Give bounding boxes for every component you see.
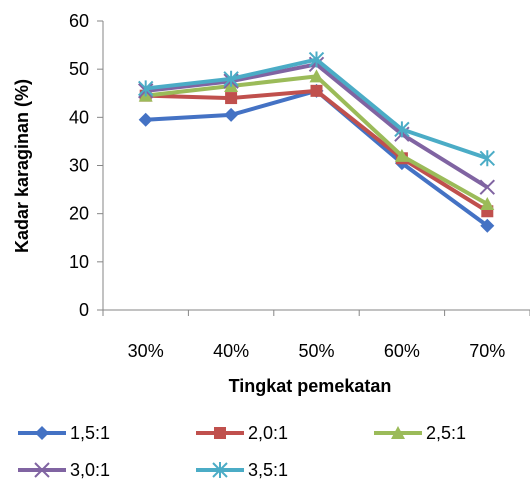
y-tick-label: 0 bbox=[79, 300, 89, 320]
legend-item: 1,5:1 bbox=[18, 423, 110, 443]
diamond-marker bbox=[138, 112, 153, 127]
x-tick-label: 70% bbox=[469, 341, 505, 361]
diamond-marker bbox=[224, 107, 239, 122]
x-axis-label: Tingkat pemekatan bbox=[229, 376, 392, 396]
y-tick-label: 20 bbox=[69, 204, 89, 224]
square-marker bbox=[225, 92, 238, 105]
series-2 bbox=[139, 84, 494, 218]
x-marker bbox=[479, 179, 496, 195]
legend-label: 1,5:1 bbox=[70, 423, 110, 443]
diamond-marker bbox=[480, 218, 495, 233]
star-marker bbox=[394, 121, 410, 138]
square-marker bbox=[214, 427, 226, 439]
series-5 bbox=[137, 51, 496, 167]
triangle-marker bbox=[309, 69, 324, 83]
legend-item: 3,5:1 bbox=[196, 460, 288, 480]
x-tick-label: 40% bbox=[213, 341, 249, 361]
square-marker bbox=[310, 84, 323, 97]
legend-item: 2,0:1 bbox=[196, 423, 288, 443]
legend-item: 2,5:1 bbox=[374, 423, 466, 443]
diamond-marker bbox=[35, 426, 49, 440]
star-marker bbox=[223, 70, 239, 87]
series-layer bbox=[137, 51, 496, 233]
y-tick-labels: 0 10 20 30 40 50 60 bbox=[69, 11, 89, 320]
series-line bbox=[145, 88, 489, 213]
y-tick-label: 40 bbox=[69, 107, 89, 127]
triangle-marker bbox=[480, 197, 495, 211]
star-marker bbox=[308, 51, 325, 68]
triangle-marker bbox=[391, 426, 405, 439]
x-tick-label: 30% bbox=[128, 341, 164, 361]
y-tick-label: 10 bbox=[69, 252, 89, 272]
legend-item: 3,0:1 bbox=[18, 460, 110, 480]
x-marker bbox=[34, 462, 50, 478]
series-line bbox=[145, 88, 489, 228]
star-marker bbox=[212, 462, 228, 478]
legend-label: 2,0:1 bbox=[248, 423, 288, 443]
y-tick-label: 50 bbox=[69, 59, 89, 79]
x-tick-label: 50% bbox=[298, 341, 334, 361]
y-tick-label: 60 bbox=[69, 11, 89, 31]
legend: 1,5:1 2,0:1 2,5:1 3,0:1 3,5:1 bbox=[18, 423, 466, 480]
legend-label: 3,0:1 bbox=[70, 460, 110, 480]
legend-label: 3,5:1 bbox=[248, 460, 288, 480]
y-tick-label: 30 bbox=[69, 156, 89, 176]
star-marker bbox=[137, 80, 154, 97]
x-tick-label: 60% bbox=[384, 341, 420, 361]
legend-label: 2,5:1 bbox=[426, 423, 466, 443]
x-tick-labels: 30% 40% 50% 60% 70% bbox=[128, 341, 506, 361]
triangle-marker bbox=[394, 148, 409, 162]
axes bbox=[97, 20, 530, 316]
y-axis-label: Kadar karaginan (%) bbox=[12, 79, 32, 253]
star-marker bbox=[479, 150, 496, 167]
